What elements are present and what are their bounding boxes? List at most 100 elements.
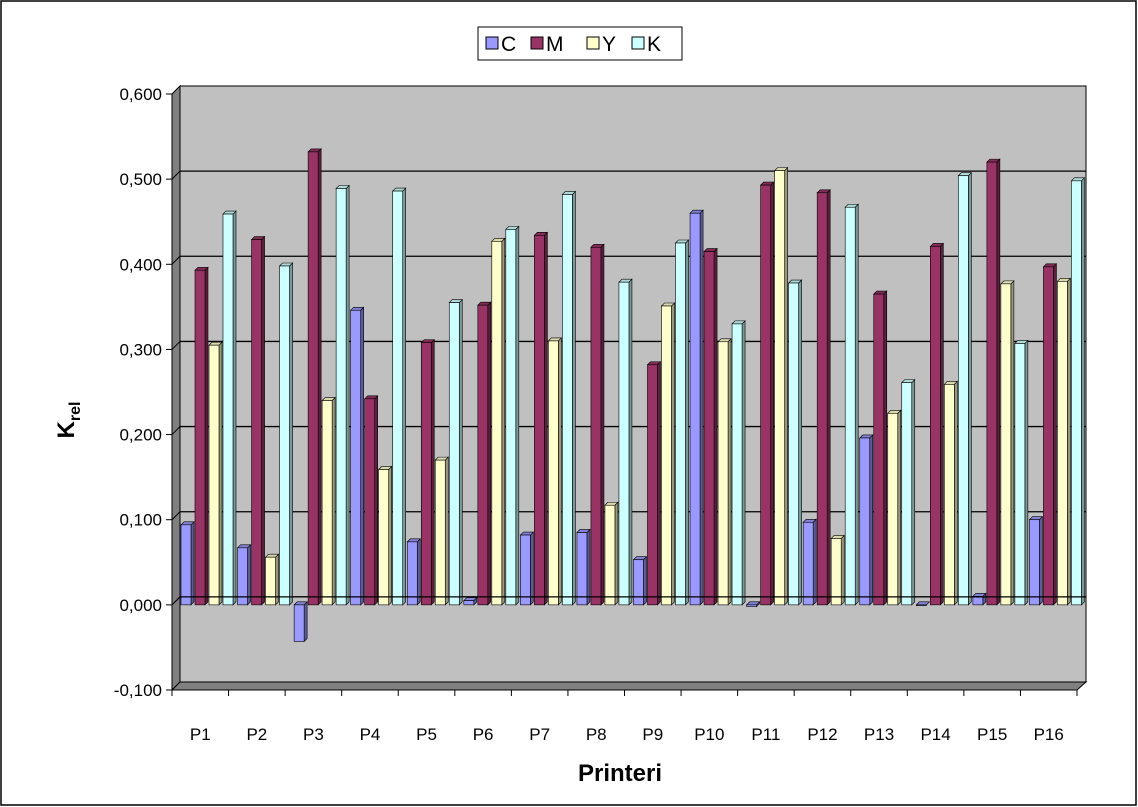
zero-line-depth: [171, 596, 181, 606]
bar-M-P6: [477, 301, 492, 606]
y-tick-label: -0,100: [114, 681, 162, 700]
bar-C-P15: [972, 592, 987, 606]
gridline-depth: [171, 170, 181, 180]
bar-M-P8: [590, 243, 605, 606]
bar-Y-P3: [321, 396, 336, 606]
x-tick-label: P11: [751, 725, 780, 744]
bar-Y-P2: [264, 553, 280, 606]
legend-label-C: C: [501, 33, 516, 56]
bar-M-P11: [759, 181, 775, 606]
bar-C-P8: [576, 528, 591, 606]
bar-K-P8: [618, 278, 633, 606]
bar-K-P6: [505, 225, 520, 606]
y-tick-label: 0,400: [119, 255, 162, 274]
bar-K-P10: [731, 320, 746, 606]
bar-Y-P5: [434, 456, 449, 606]
y-tick-label: 0,600: [119, 85, 162, 104]
bar-M-P7: [533, 231, 549, 606]
y-axis-title-sub: rel: [67, 402, 84, 422]
legend-box: [477, 26, 683, 61]
bar-K-P5: [448, 298, 463, 606]
bar-Y-P11: [773, 166, 789, 606]
bar-M-P10: [703, 247, 718, 606]
x-tick-label: P12: [807, 725, 837, 744]
legend-label-K: K: [647, 33, 661, 56]
bar-K-P15: [1014, 339, 1029, 606]
bar-C-P1: [180, 521, 195, 606]
bar-K-P2: [278, 262, 294, 606]
x-tick-label: P1: [190, 725, 211, 744]
bar-Y-P12: [830, 534, 845, 606]
bar-Y-P10: [717, 338, 732, 606]
bar-Y-P15: [1000, 280, 1015, 606]
bar-M-P14: [929, 242, 945, 606]
bar-K-P4: [391, 187, 407, 606]
bar-C-P6: [463, 596, 478, 606]
bar-K-P7: [561, 190, 577, 606]
bar-C-P12: [802, 518, 817, 606]
bar-K-P13: [901, 378, 916, 606]
y-tick-label: 0,500: [119, 170, 162, 189]
bar-M-P13: [873, 290, 888, 606]
bar-K-P11: [787, 279, 803, 606]
bar-Y-P4: [377, 465, 393, 606]
bar-K-P16: [1070, 177, 1086, 606]
y-tick-label: 0,000: [119, 596, 162, 615]
bar-Y-P8: [604, 501, 619, 606]
bar-M-P2: [250, 235, 266, 606]
x-tick-label: P7: [529, 725, 550, 744]
y-tick-label: 0,300: [119, 340, 162, 359]
y-tick-label: 0,100: [119, 511, 162, 530]
plot-floor: [170, 681, 1088, 691]
legend-swatch-M: [530, 36, 544, 50]
bar-K-P12: [844, 203, 859, 606]
legend-swatch-C: [485, 36, 499, 50]
bar-M-P1: [194, 266, 209, 606]
bar-Y-P6: [491, 237, 506, 606]
gridline-depth: [171, 511, 181, 521]
y-tick-label: 0,200: [119, 426, 162, 445]
bar-C-P7: [519, 531, 535, 606]
x-tick-label: P14: [920, 725, 950, 744]
gridline-depth: [171, 255, 181, 265]
bar-Y-P16: [1056, 277, 1072, 606]
bar-K-P14: [957, 172, 973, 606]
legend-swatch-K: [631, 36, 645, 50]
bar-C-P16: [1028, 515, 1044, 606]
y-axis-title: Krel: [53, 402, 84, 439]
bar-Y-P14: [943, 380, 959, 606]
x-tick-label: P13: [864, 725, 894, 744]
x-tick-label: P16: [1034, 725, 1064, 744]
gridline-depth: [171, 426, 181, 435]
bar-Y-P13: [887, 409, 902, 606]
x-tick-label: P4: [360, 725, 381, 744]
y-axis-title-main: K: [53, 420, 80, 438]
bar-Y-P9: [660, 302, 676, 606]
bar-C-P14: [915, 601, 931, 606]
bar-M-P4: [363, 395, 379, 606]
bar-M-P3: [307, 148, 322, 606]
bar-K-P1: [222, 210, 237, 606]
legend-label-M: M: [546, 33, 564, 56]
bar-K-P3: [335, 184, 350, 606]
plot-side-wall: [171, 84, 181, 692]
bar-Y-P7: [547, 337, 563, 606]
bar-M-P12: [816, 189, 831, 606]
bar-C-P2: [236, 544, 252, 606]
legend-label-Y: Y: [602, 33, 616, 56]
bar-M-P16: [1042, 263, 1058, 606]
x-tick-label: P10: [694, 725, 724, 744]
x-tick-label: P3: [303, 725, 324, 744]
x-tick-label: P8: [586, 725, 607, 744]
x-tick-label: P6: [473, 725, 494, 744]
bar-C-P4: [349, 306, 365, 606]
bar-C-P10: [689, 209, 704, 606]
x-tick-label: P2: [246, 725, 267, 744]
bar-M-P5: [420, 338, 435, 606]
x-axis-title: Printeri: [578, 760, 662, 787]
bar-C-P3: [293, 601, 308, 643]
x-tick-label: P5: [416, 725, 437, 744]
